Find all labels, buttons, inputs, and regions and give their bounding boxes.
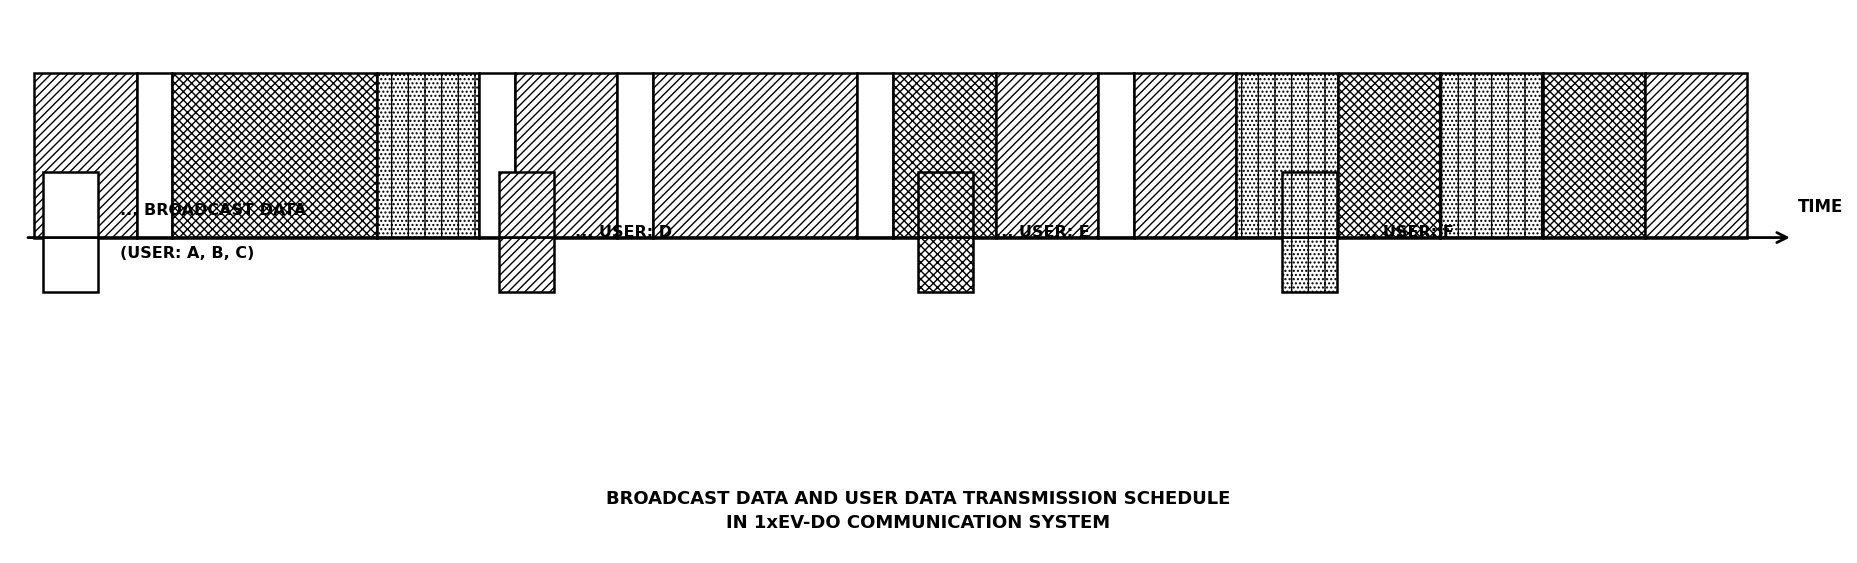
- Bar: [1543, 73, 1645, 238]
- Bar: [137, 73, 173, 238]
- Bar: [917, 172, 973, 293]
- Bar: [617, 73, 654, 238]
- Bar: [500, 172, 553, 293]
- Bar: [377, 73, 479, 238]
- Text: ... USER: E: ... USER: E: [995, 225, 1090, 240]
- Bar: [1283, 172, 1337, 293]
- Bar: [514, 73, 617, 238]
- Bar: [654, 73, 858, 238]
- Bar: [1441, 73, 1543, 238]
- Bar: [1645, 73, 1747, 238]
- Text: BROADCAST DATA AND USER DATA TRANSMISSION SCHEDULE
IN 1xEV-DO COMMUNICATION SYST: BROADCAST DATA AND USER DATA TRANSMISSIO…: [605, 490, 1229, 532]
- Text: ... USER: D: ... USER: D: [576, 225, 672, 240]
- Bar: [1237, 73, 1339, 238]
- Bar: [33, 73, 137, 238]
- Bar: [893, 73, 995, 238]
- Bar: [43, 172, 98, 293]
- Bar: [173, 73, 377, 238]
- Bar: [1339, 73, 1441, 238]
- Bar: [858, 73, 893, 238]
- Text: ... BROADCAST DATA: ... BROADCAST DATA: [121, 203, 306, 218]
- Bar: [1097, 73, 1133, 238]
- Bar: [995, 73, 1097, 238]
- Text: ... USER: F: ... USER: F: [1359, 225, 1454, 240]
- Text: (USER: A, B, C): (USER: A, B, C): [121, 247, 254, 261]
- Bar: [1133, 73, 1237, 238]
- Bar: [479, 73, 514, 238]
- Text: TIME: TIME: [1798, 198, 1844, 216]
